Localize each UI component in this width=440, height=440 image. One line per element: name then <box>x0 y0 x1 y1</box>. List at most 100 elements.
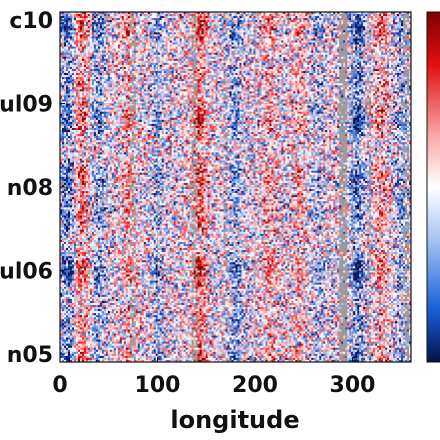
heatmap-cell <box>149 18 153 21</box>
heatmap-cell <box>213 48 216 51</box>
heatmap-cell <box>165 26 168 29</box>
heatmap-cell <box>283 52 286 56</box>
heatmap-cell <box>267 52 270 56</box>
heatmap-cell <box>137 38 141 41</box>
heatmap-cell <box>95 26 99 29</box>
heatmap-cell <box>381 54 384 58</box>
heatmap-cell <box>261 28 264 31</box>
heatmap-cell <box>243 20 246 23</box>
heatmap-cell <box>319 62 322 66</box>
heatmap-cell <box>297 50 300 53</box>
heatmap-cell <box>65 12 69 15</box>
heatmap-cell <box>407 22 410 25</box>
heatmap-cell <box>257 62 260 66</box>
heatmap-cell <box>207 58 210 62</box>
heatmap-cell <box>365 22 368 25</box>
heatmap-cell <box>311 36 314 39</box>
heatmap-cell <box>363 66 366 70</box>
heatmap-cell <box>73 20 77 23</box>
heatmap-cell <box>63 16 67 19</box>
heatmap-cell <box>381 36 384 39</box>
heatmap-cell <box>357 50 360 53</box>
heatmap-cell <box>165 44 168 47</box>
heatmap-cell <box>269 34 272 37</box>
heatmap-cell <box>225 64 228 68</box>
heatmap-cell <box>377 66 380 70</box>
heatmap-cell <box>151 52 155 56</box>
heatmap-cell <box>61 24 65 27</box>
heatmap-cell <box>175 38 178 41</box>
heatmap-cell <box>289 46 292 49</box>
heatmap-cell <box>377 54 380 58</box>
heatmap-cell <box>227 66 230 70</box>
heatmap-cell <box>119 56 123 60</box>
heatmap-cell <box>91 24 95 27</box>
heatmap-cell <box>313 66 316 70</box>
heatmap-cell <box>71 32 75 35</box>
heatmap-cell <box>177 24 180 27</box>
heatmap-cell <box>317 26 320 29</box>
heatmap-cell <box>209 24 212 27</box>
heatmap-cell <box>145 16 149 19</box>
heatmap-cell <box>309 14 312 17</box>
heatmap-cell <box>223 26 226 29</box>
heatmap-cell <box>155 58 159 62</box>
heatmap-cell <box>87 32 91 35</box>
heatmap-cell <box>209 36 212 39</box>
heatmap-cell <box>165 46 168 49</box>
heatmap-cell <box>345 12 348 15</box>
heatmap-cell <box>273 32 276 35</box>
heatmap-cell <box>139 44 143 47</box>
heatmap-cell <box>185 38 188 41</box>
heatmap-cell <box>249 22 252 25</box>
heatmap-cell <box>151 62 155 66</box>
heatmap-cell <box>253 62 256 66</box>
heatmap-cell <box>395 56 398 60</box>
heatmap-cell <box>175 30 178 33</box>
heatmap-cell <box>165 22 168 25</box>
heatmap-cell <box>287 16 290 19</box>
heatmap-cell <box>63 14 67 17</box>
heatmap-cell <box>247 30 250 33</box>
heatmap-cell <box>85 68 89 72</box>
heatmap-cell <box>195 64 198 68</box>
heatmap-cell <box>161 34 164 37</box>
heatmap-cell <box>61 16 65 19</box>
heatmap-cell <box>163 56 166 60</box>
heatmap-cell <box>407 60 410 64</box>
heatmap-cell <box>61 38 65 41</box>
heatmap-cell <box>233 16 236 19</box>
heatmap-cell <box>255 56 258 60</box>
heatmap-cell <box>85 34 89 37</box>
heatmap-cell <box>101 52 105 56</box>
heatmap-cell <box>369 66 372 70</box>
heatmap-cell <box>243 42 246 45</box>
heatmap-cell <box>141 12 145 15</box>
heatmap-cell <box>393 66 396 70</box>
heatmap-cell <box>261 40 264 43</box>
heatmap-cell <box>177 62 180 66</box>
heatmap-cell <box>169 46 172 49</box>
heatmap-cell <box>311 46 314 49</box>
heatmap-cell <box>375 44 378 47</box>
heatmap-cell <box>259 46 262 49</box>
heatmap-cell <box>335 58 338 62</box>
heatmap-cell <box>317 64 320 68</box>
heatmap-cell <box>121 20 125 23</box>
heatmap-cell <box>89 30 93 33</box>
heatmap-cell <box>151 14 155 17</box>
heatmap-cell <box>141 16 145 19</box>
heatmap-cell <box>325 32 328 35</box>
heatmap-cell <box>409 52 412 56</box>
heatmap-cell <box>301 26 304 29</box>
heatmap-cell <box>89 38 93 41</box>
heatmap-cell <box>179 26 182 29</box>
heatmap-cell <box>333 46 336 49</box>
heatmap-cell <box>121 16 125 19</box>
heatmap-cell <box>363 52 366 56</box>
heatmap-cell <box>269 52 272 56</box>
heatmap-cell <box>169 38 172 41</box>
heatmap-cell <box>111 16 115 19</box>
heatmap-cell <box>73 16 77 19</box>
heatmap-cell <box>169 66 172 70</box>
